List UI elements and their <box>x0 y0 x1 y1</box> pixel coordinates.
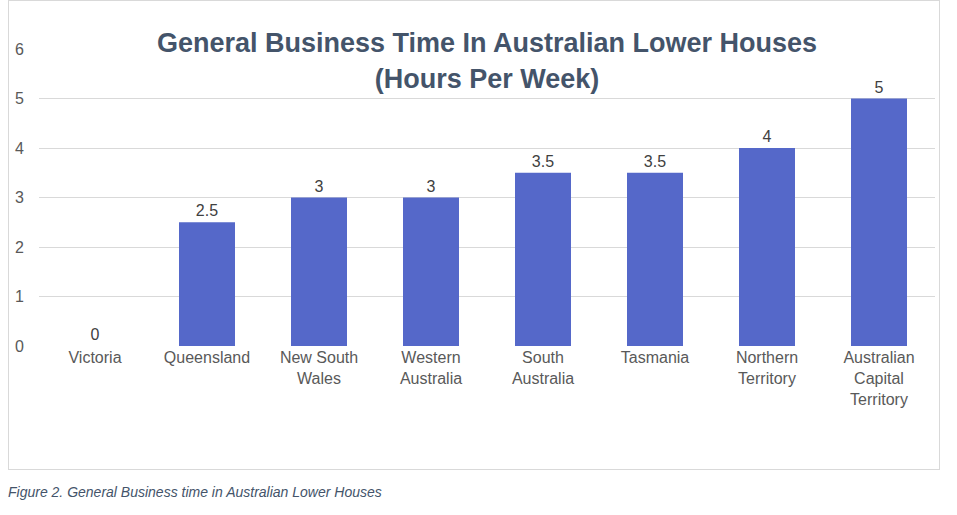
svg-text:5: 5 <box>875 79 884 96</box>
svg-text:Tasmania: Tasmania <box>621 349 690 366</box>
svg-text:6: 6 <box>15 41 24 58</box>
html-text:Figure 2. General Business tim: Figure 2. General Business time in Austr… <box>8 484 382 500</box>
svg-text:3: 3 <box>315 178 324 195</box>
svg-text:4: 4 <box>15 140 24 157</box>
svg-text:New SouthWales: New SouthWales <box>280 349 358 387</box>
svg-text:SouthAustralia: SouthAustralia <box>512 349 574 387</box>
svg-text:2: 2 <box>15 239 24 256</box>
svg-text:NorthernTerritory: NorthernTerritory <box>736 349 798 387</box>
svg-text:General Business Time In Austr: General Business Time In Australian Lowe… <box>157 28 817 93</box>
svg-text:WesternAustralia: WesternAustralia <box>400 349 462 387</box>
svg-text:5: 5 <box>15 90 24 107</box>
svg-text:0: 0 <box>91 326 100 343</box>
svg-text:0: 0 <box>15 338 24 355</box>
svg-text:2.5: 2.5 <box>196 202 218 219</box>
svg-text:3.5: 3.5 <box>532 153 554 170</box>
svg-text:4: 4 <box>763 128 772 145</box>
svg-text:Queensland: Queensland <box>164 349 250 366</box>
svg-text:3.5: 3.5 <box>644 153 666 170</box>
svg-text:1: 1 <box>15 288 24 305</box>
svg-text:3: 3 <box>427 178 436 195</box>
svg-text:Victoria: Victoria <box>68 349 121 366</box>
svg-text:3: 3 <box>15 189 24 206</box>
svg-text:AustralianCapitalTerritory: AustralianCapitalTerritory <box>843 349 914 408</box>
